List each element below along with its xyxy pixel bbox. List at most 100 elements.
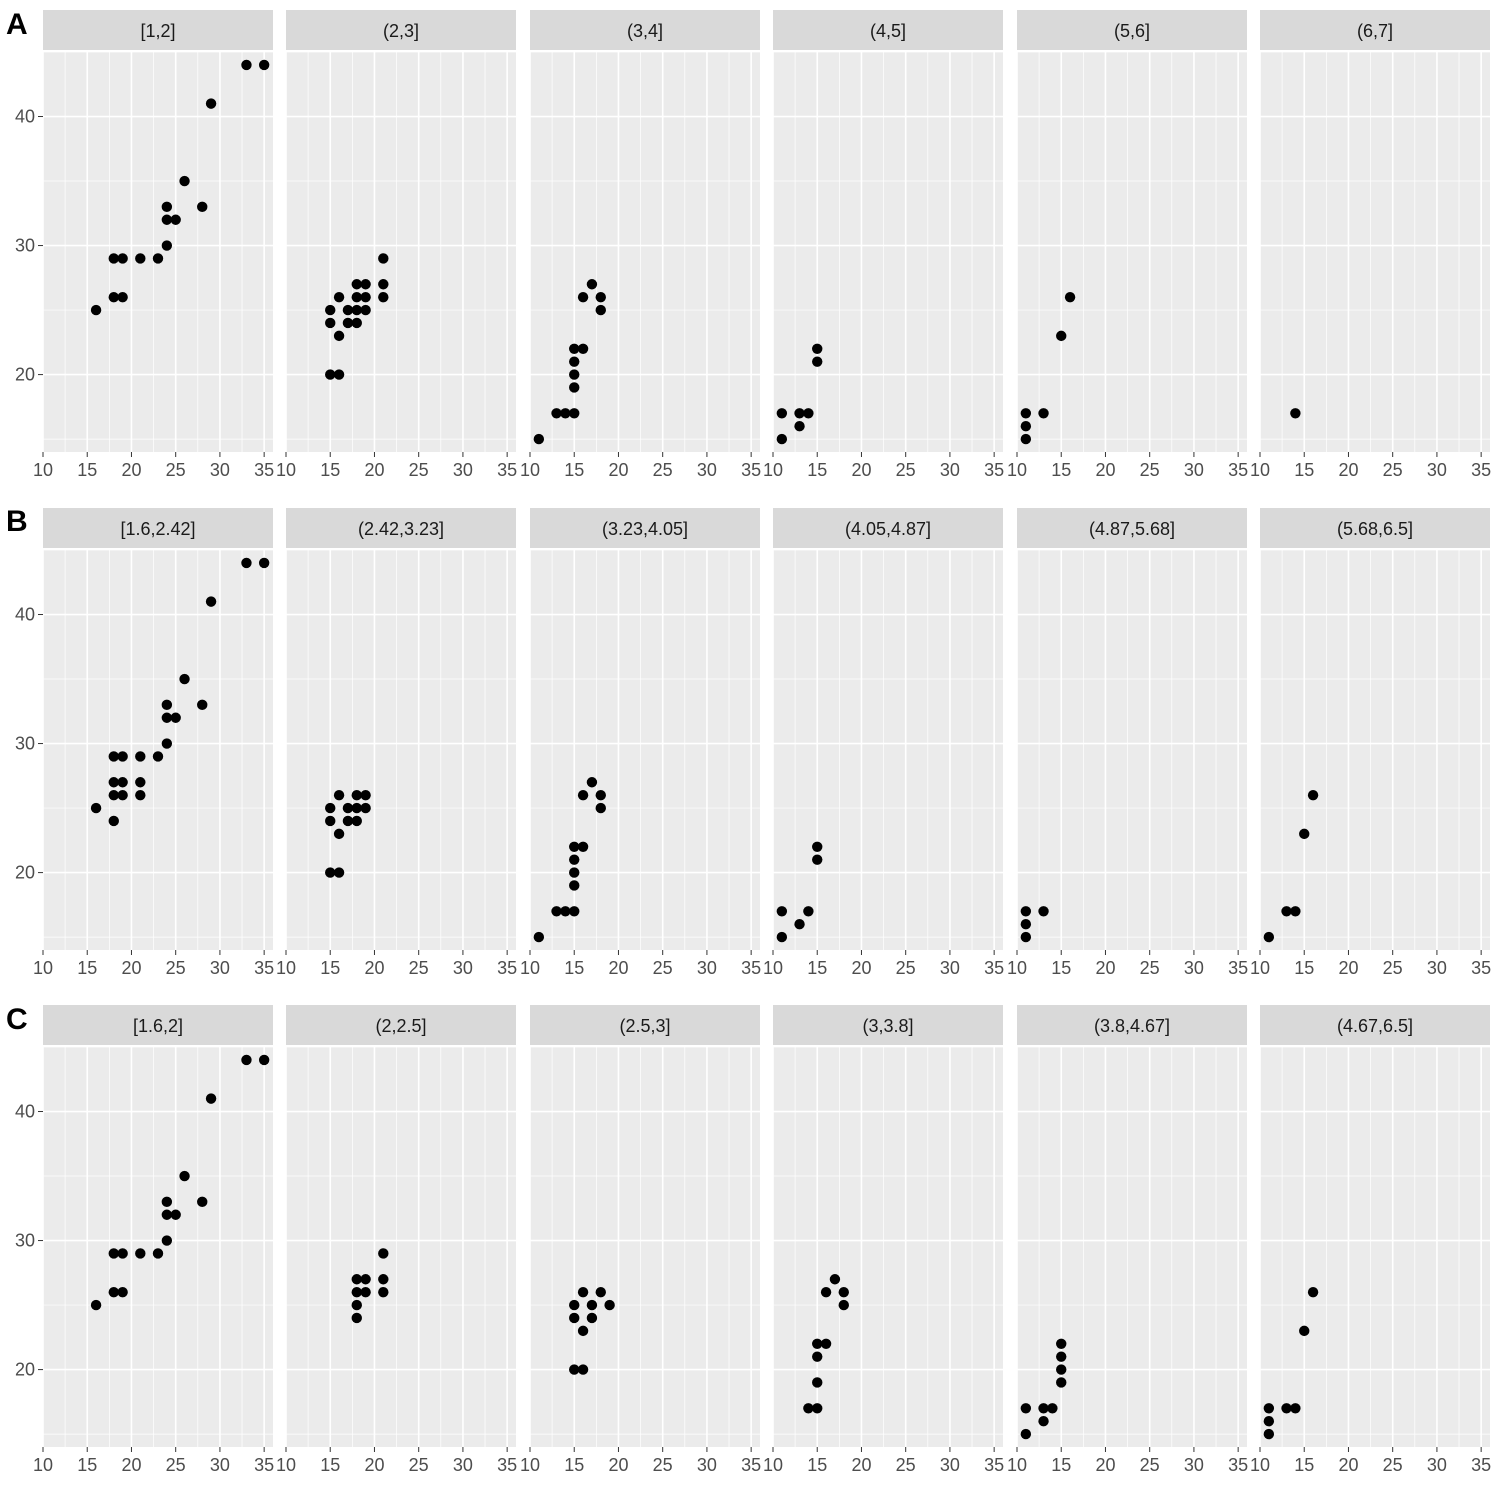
data-point	[117, 789, 128, 801]
facet-row-a: A [1,2] 10 15 20 25 30 35 20 30 40 (2,3] 10 15 20 25 30 3…	[6, 8, 1491, 480]
x-tick-label: 10	[33, 958, 53, 978]
data-point	[351, 304, 362, 316]
data-point	[152, 1248, 164, 1259]
x-tick-label: 30	[697, 958, 717, 978]
x-tick-label: 25	[166, 958, 186, 978]
facet-strip	[286, 1005, 516, 1045]
facet-strip	[773, 1005, 1003, 1045]
data-point	[161, 738, 173, 749]
plot-background	[773, 52, 1003, 452]
data-point	[135, 751, 146, 762]
x-tick-label: 15	[77, 958, 97, 978]
data-point	[170, 712, 181, 723]
data-point	[378, 1286, 389, 1298]
y-tick-label: 40	[15, 605, 35, 625]
x-tick-label: 15	[1051, 958, 1071, 978]
facet-panel: (2.5,3] 10 15 20 25 30 35	[520, 1005, 761, 1475]
facet-strip-label: (3.23,4.05]	[602, 519, 688, 539]
data-point	[378, 291, 389, 303]
x-tick-label: 20	[608, 958, 628, 978]
data-point	[360, 802, 371, 814]
data-point	[197, 1196, 208, 1208]
x-tick-label: 15	[320, 958, 340, 978]
data-point	[117, 1286, 128, 1298]
x-tick-label: 20	[851, 1455, 871, 1475]
data-point	[569, 369, 580, 380]
plot-background	[43, 1047, 273, 1447]
x-tick-label: 25	[1383, 1455, 1403, 1475]
facet-panel: (4.05,4.87] 10 15 20 25 30 35	[763, 508, 1004, 978]
data-point	[108, 291, 119, 303]
x-tick-label: 20	[851, 958, 871, 978]
data-point	[351, 279, 362, 290]
data-point	[325, 304, 336, 316]
data-point	[1263, 1415, 1275, 1427]
data-point	[205, 98, 217, 109]
data-point	[569, 854, 580, 865]
x-tick-label: 15	[1294, 460, 1314, 480]
x-tick-label: 35	[1471, 958, 1491, 978]
x-tick-label: 35	[741, 958, 761, 978]
facet-strip	[1260, 508, 1490, 548]
data-point	[378, 1274, 389, 1285]
x-tick-label: 10	[1007, 460, 1027, 480]
data-point	[569, 408, 580, 419]
x-tick-label: 10	[276, 1455, 296, 1475]
x-tick-label: 30	[453, 958, 473, 978]
data-point	[351, 789, 362, 801]
data-point	[812, 1377, 823, 1388]
data-point	[360, 291, 371, 303]
facet-strip	[1260, 10, 1490, 50]
data-point	[90, 1299, 102, 1311]
data-point	[586, 777, 598, 788]
data-point	[812, 356, 823, 367]
row-tag-label: B	[6, 505, 28, 538]
data-point	[577, 789, 589, 801]
data-point	[1038, 906, 1049, 917]
x-tick-label: 20	[121, 958, 141, 978]
data-point	[333, 291, 345, 303]
data-point	[241, 1054, 252, 1066]
data-point	[108, 751, 119, 762]
data-point	[351, 1299, 362, 1311]
data-point	[378, 279, 389, 290]
facet-panel: (3.8,4.67] 10 15 20 25 30 35	[1007, 1005, 1248, 1475]
x-tick-label: 30	[210, 460, 230, 480]
x-tick-label: 10	[1250, 958, 1270, 978]
data-point	[325, 369, 336, 380]
data-point	[586, 1299, 598, 1311]
facet-strip-label: [1.6,2.42]	[120, 519, 195, 539]
data-point	[560, 906, 571, 917]
data-point	[1020, 931, 1032, 943]
data-point	[577, 1364, 589, 1375]
data-point	[604, 1299, 615, 1311]
x-tick-label: 35	[984, 958, 1004, 978]
data-point	[595, 291, 606, 303]
data-point	[197, 699, 208, 711]
data-point	[360, 1286, 371, 1298]
x-tick-label: 35	[254, 460, 274, 480]
data-point	[1263, 1428, 1275, 1440]
x-tick-label: 35	[497, 460, 517, 480]
data-point	[1263, 931, 1275, 943]
facet-strip-label: (5.68,6.5]	[1337, 519, 1413, 539]
data-point	[533, 931, 545, 943]
data-point	[351, 317, 362, 329]
plot-background	[1260, 550, 1490, 950]
x-tick-label: 20	[608, 460, 628, 480]
x-tick-label: 35	[741, 460, 761, 480]
row-tag-label: A	[6, 8, 28, 41]
data-point	[205, 1093, 217, 1104]
x-tick-label: 25	[409, 460, 429, 480]
facet-strip-label: (4.05,4.87]	[845, 519, 931, 539]
x-tick-label: 20	[364, 958, 384, 978]
x-tick-label: 10	[520, 1455, 540, 1475]
x-tick-label: 35	[1471, 460, 1491, 480]
data-point	[179, 175, 190, 187]
data-point	[351, 1274, 362, 1285]
data-point	[1064, 291, 1076, 303]
facet-row-b: B [1.6,2.42] 10 15 20 25 30 35 20 30 40 (2.42,3.23]…	[6, 505, 1491, 978]
x-tick-label: 15	[320, 460, 340, 480]
x-tick-label: 35	[497, 1455, 517, 1475]
plot-background	[286, 52, 516, 452]
